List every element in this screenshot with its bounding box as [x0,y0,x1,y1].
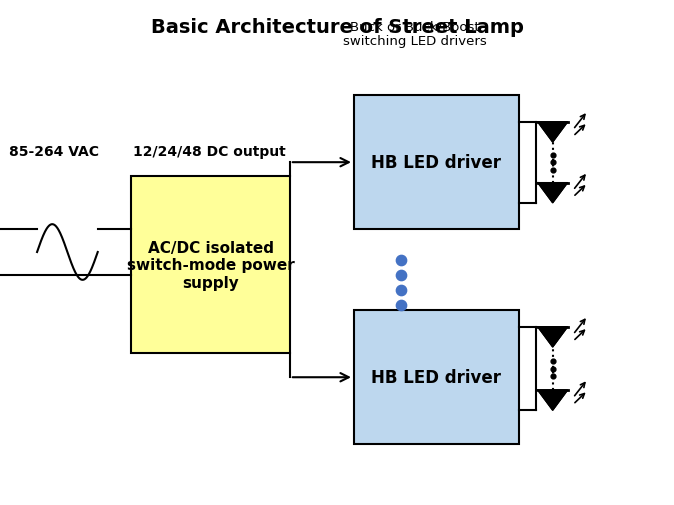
Text: Buck or Buck/Boost
switching LED drivers: Buck or Buck/Boost switching LED drivers [342,20,487,48]
Text: Basic Architecture of Street Lamp: Basic Architecture of Street Lamp [150,18,524,37]
Text: AC/DC isolated
switch-mode power
supply: AC/DC isolated switch-mode power supply [127,240,295,290]
Point [547,372,558,380]
Polygon shape [538,183,568,204]
Point [547,365,558,373]
Text: HB LED driver: HB LED driver [371,154,501,172]
Point [547,152,558,160]
Bar [354,96,519,230]
Point [396,256,406,264]
Text: 85-264 VAC: 85-264 VAC [9,145,99,159]
Point [547,167,558,175]
Point [396,301,406,310]
Text: 12/24/48 DC output: 12/24/48 DC output [133,145,285,159]
Polygon shape [538,390,568,411]
Bar [131,177,290,354]
Text: HB LED driver: HB LED driver [371,369,501,386]
Point [547,159,558,167]
Point [396,271,406,279]
Point [547,357,558,365]
Polygon shape [538,327,568,347]
Bar [354,311,519,444]
Point [396,286,406,294]
Polygon shape [538,123,568,143]
